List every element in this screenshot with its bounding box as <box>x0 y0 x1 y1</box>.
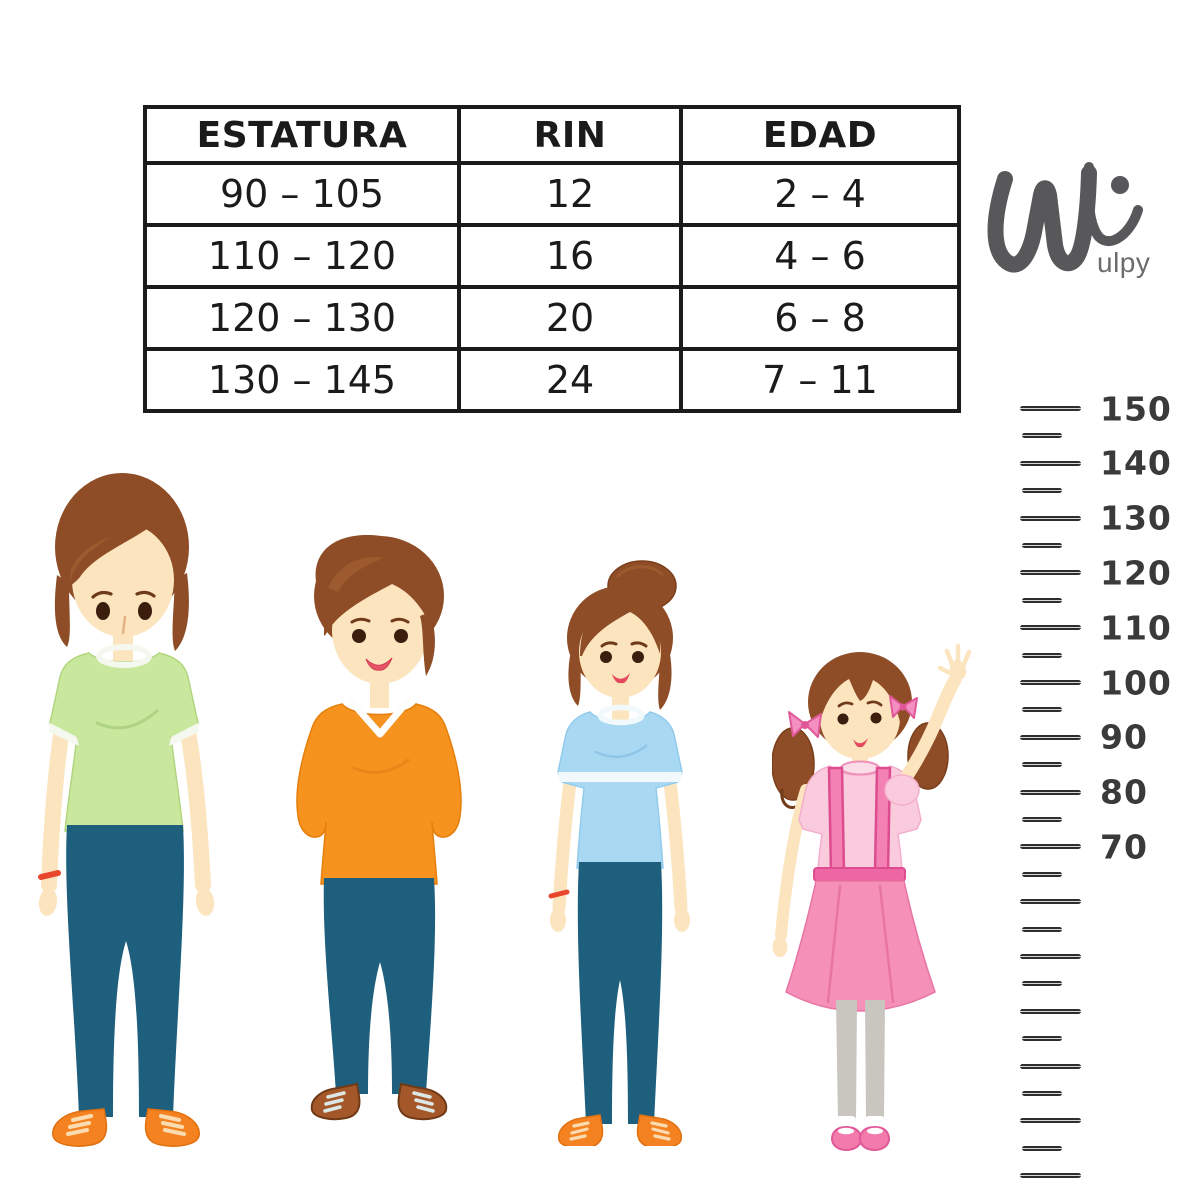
column-header-rin: RIN <box>457 105 683 165</box>
ruler-minor-tick <box>1022 1091 1062 1096</box>
pink-hair-bow <box>788 711 822 738</box>
ruler-label: 120 <box>1100 553 1172 593</box>
table-cell: 24 <box>457 347 683 413</box>
ruler-minor-tick <box>1022 762 1062 768</box>
red-bracelet <box>38 870 61 880</box>
ruler-minor-tick <box>1022 926 1062 932</box>
ruler-major-tick <box>1020 570 1081 576</box>
height-ruler: 150 140 130 120 110 100 90 80 70 <box>1020 392 1190 1196</box>
table-cell: 120 – 130 <box>143 285 461 351</box>
pink-hair-bow <box>889 695 918 719</box>
logo-i-dot <box>1111 176 1129 194</box>
ruler-major-tick <box>1020 1173 1081 1179</box>
ruler-major-tick <box>1020 406 1081 411</box>
orange-sneaker <box>636 1114 682 1146</box>
table-cell: 7 – 11 <box>679 347 961 413</box>
table-cell: 2 – 4 <box>679 161 961 227</box>
ruler-major-tick <box>1020 460 1081 466</box>
size-table: ESTATURA RIN EDAD 90 – 105 12 2 – 4 110 … <box>143 105 961 413</box>
pink-mary-jane-shoe <box>830 1125 863 1152</box>
table-row: 90 – 105 12 2 – 4 <box>143 161 961 227</box>
ruler-label: 90 <box>1100 717 1148 757</box>
orange-sneaker <box>144 1108 200 1147</box>
ruler-major-tick <box>1020 954 1081 959</box>
ruler-major-tick <box>1020 789 1081 795</box>
red-bracelet <box>548 889 570 899</box>
brand-logo: ulpy <box>985 155 1170 285</box>
ruler-major-tick <box>1020 899 1081 905</box>
ruler-major-tick <box>1020 680 1081 685</box>
table-cell: 130 – 145 <box>143 347 461 413</box>
ruler-label: 130 <box>1100 498 1172 538</box>
ruler-minor-tick <box>1022 543 1062 548</box>
ruler-minor-tick <box>1022 597 1062 603</box>
child-illustration-girl-blue-shirt <box>548 560 690 1146</box>
brown-shoe <box>310 1082 361 1121</box>
table-cell: 12 <box>457 161 683 227</box>
raised-waving-arm <box>889 673 962 799</box>
ruler-minor-tick <box>1022 707 1062 713</box>
table-cell: 90 – 105 <box>143 161 461 227</box>
table-row: 120 – 130 20 6 – 8 <box>143 285 961 351</box>
child-illustration-little-girl-pink-dress <box>772 643 972 1152</box>
ruler-minor-tick <box>1022 1036 1062 1042</box>
ruler-major-tick <box>1020 625 1081 631</box>
ruler-label: 110 <box>1100 608 1172 648</box>
table-row: 130 – 145 24 7 – 11 <box>143 347 961 413</box>
ruler-minor-tick <box>1022 433 1062 439</box>
table-cell: 6 – 8 <box>679 285 961 351</box>
ruler-major-tick <box>1020 515 1081 521</box>
ruler-major-tick <box>1020 1008 1081 1014</box>
ruler-minor-tick <box>1022 652 1062 658</box>
logo-w-mark-icon: ulpy <box>987 162 1150 278</box>
orange-sneaker <box>52 1108 108 1147</box>
table-cell: 16 <box>457 223 683 289</box>
dress-strap <box>827 766 846 874</box>
table-header-row: ESTATURA RIN EDAD <box>143 105 961 165</box>
brown-shoe <box>397 1082 448 1121</box>
ruler-major-tick <box>1020 1063 1081 1069</box>
ruler-minor-tick <box>1022 817 1062 822</box>
ruler-label: 70 <box>1100 827 1148 867</box>
table-cell: 4 – 6 <box>679 223 961 289</box>
ruler-minor-tick <box>1022 981 1062 987</box>
child-illustration-boy-orange-sweater <box>296 534 462 1121</box>
table-cell: 110 – 120 <box>143 223 461 289</box>
ruler-major-tick <box>1020 1118 1081 1124</box>
ruler-major-tick <box>1020 734 1081 740</box>
ruler-minor-tick <box>1022 1145 1062 1151</box>
table-cell: 20 <box>457 285 683 351</box>
column-header-edad: EDAD <box>679 105 961 165</box>
logo-wordmark-suffix: ulpy <box>1097 247 1150 278</box>
table-row: 110 – 120 16 4 – 6 <box>143 223 961 289</box>
ruler-minor-tick <box>1022 871 1062 877</box>
ruler-minor-tick <box>1022 488 1062 494</box>
orange-sneaker <box>558 1114 604 1146</box>
child-illustration-teen-green-shirt <box>38 473 215 1147</box>
ruler-major-tick <box>1020 844 1081 850</box>
column-header-estatura: ESTATURA <box>143 105 461 165</box>
ruler-label: 140 <box>1100 443 1172 483</box>
ruler-label: 80 <box>1100 772 1148 812</box>
ruler-label: 150 <box>1100 389 1172 428</box>
pink-mary-jane-shoe <box>858 1125 891 1152</box>
ruler-label: 100 <box>1100 663 1172 702</box>
